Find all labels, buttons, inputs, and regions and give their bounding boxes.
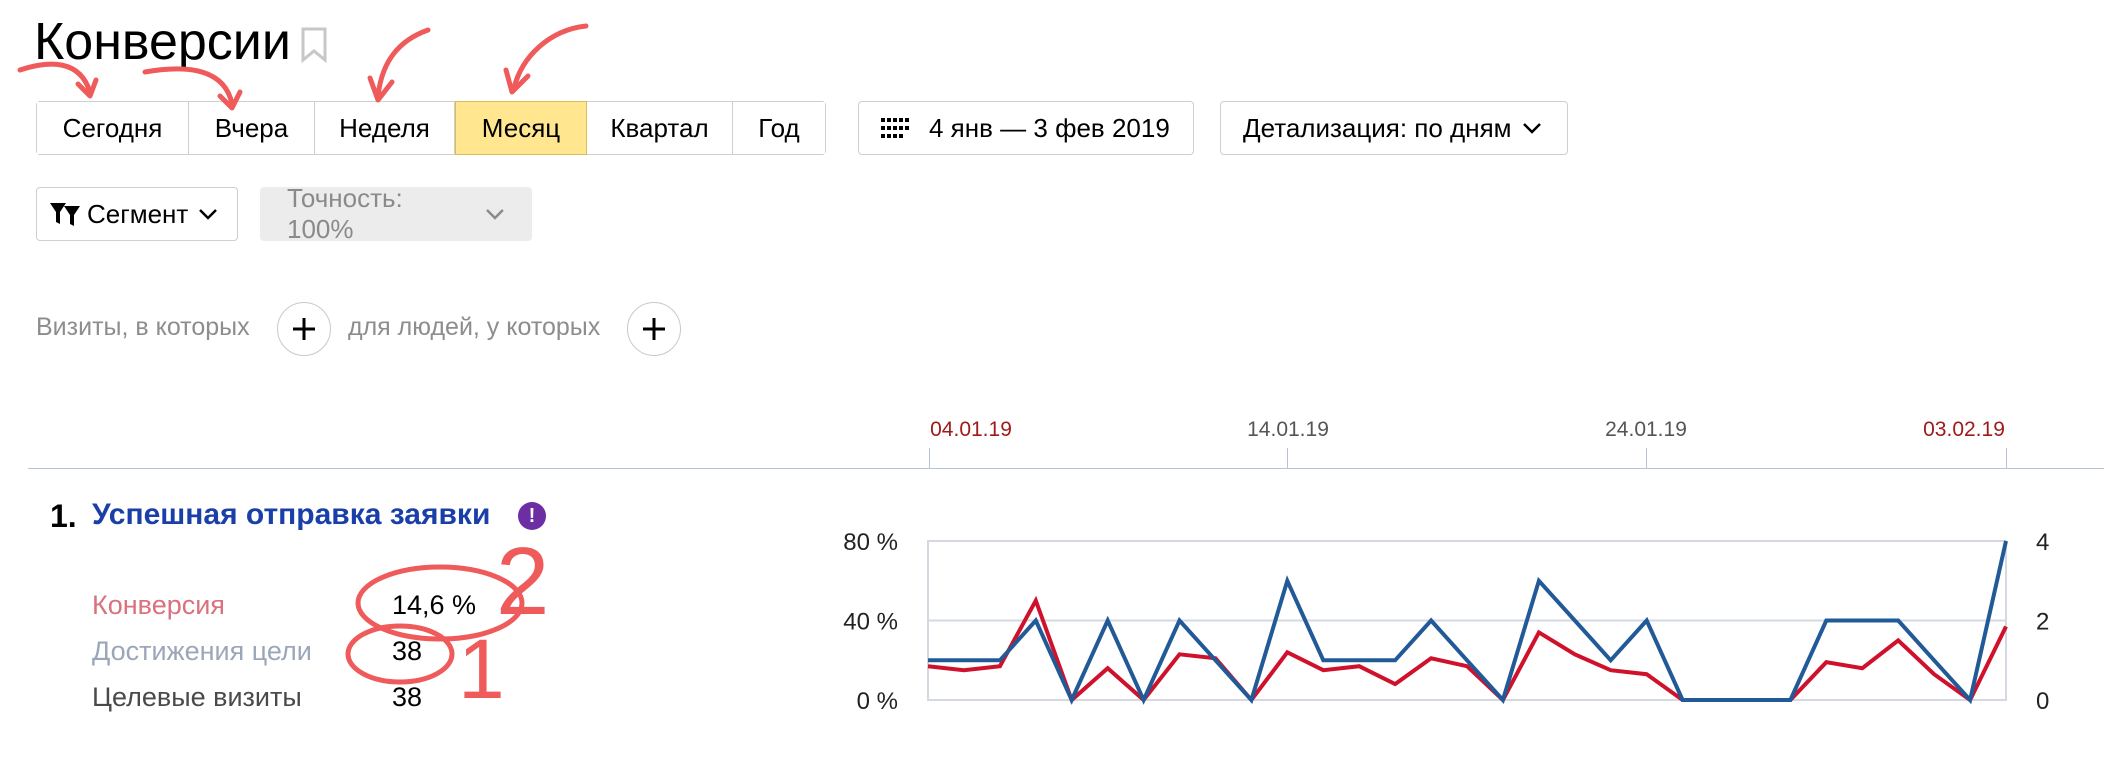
plus-icon: [643, 318, 665, 340]
timeline-tick: [2006, 448, 2007, 468]
chart-y-right-tick-label: 0: [2036, 688, 2049, 715]
bookmark-icon[interactable]: [300, 27, 328, 63]
chart-series-line-0: [927, 595, 2008, 704]
date-range-label: 4 янв — 3 фев 2019: [929, 112, 1170, 143]
detail-label: Детализация: по дням: [1243, 112, 1512, 143]
metric-conversion-label: Конверсия: [92, 590, 225, 620]
people-condition-label: для людей, у которых: [348, 313, 601, 341]
segment-label: Сегмент: [87, 198, 189, 229]
period-selector: Сегодня Вчера Неделя Месяц Квартал Год: [36, 101, 826, 155]
plus-icon: [293, 318, 315, 340]
segment-dropdown[interactable]: Сегмент: [36, 187, 238, 241]
period-yesterday-button[interactable]: Вчера: [189, 102, 315, 154]
period-week-button[interactable]: Неделя: [315, 102, 455, 154]
metric-target-visits-label: Целевые визиты: [92, 682, 302, 712]
detail-dropdown[interactable]: Детализация: по дням: [1220, 101, 1568, 155]
period-quarter-button[interactable]: Квартал: [587, 102, 733, 154]
add-people-condition-button[interactable]: [627, 302, 681, 356]
page-title: Конверсии: [34, 13, 291, 71]
timeline-tick: [1646, 448, 1647, 468]
chart-y-left-tick-label: 40 %: [843, 609, 898, 636]
timeline-date: 14.01.19: [1247, 418, 1329, 441]
date-range-button[interactable]: 4 янв — 3 фев 2019: [858, 101, 1194, 155]
goal-title-link[interactable]: Успешная отправка заявки: [92, 498, 491, 531]
chart-y-right-tick-label: 2: [2036, 609, 2049, 636]
timeline-date: 24.01.19: [1605, 418, 1687, 441]
chevron-down-icon: [1522, 123, 1541, 134]
accuracy-label: Точность: 100%: [287, 183, 403, 244]
filter-icon: [50, 203, 80, 226]
timeline-tick: [929, 448, 930, 468]
period-year-button[interactable]: Год: [733, 102, 825, 154]
chart-y-left-tick-label: 80 %: [843, 529, 898, 556]
timeline-tick: [1287, 448, 1288, 468]
timeline-date: 04.01.19: [930, 418, 1012, 441]
goal-number: 1.: [50, 498, 77, 534]
metric-target-visits-value: 38: [392, 682, 423, 712]
chevron-down-icon: [486, 209, 504, 220]
visits-condition-label: Визиты, в которых: [36, 313, 250, 341]
goal-warning-icon[interactable]: !: [518, 502, 546, 530]
chart-y-left-tick-label: 0 %: [857, 688, 898, 715]
period-month-button[interactable]: Месяц: [455, 101, 587, 155]
calendar-grid-icon: [881, 118, 909, 138]
chevron-down-icon: [199, 209, 218, 220]
accuracy-dropdown[interactable]: Точность: 100%: [260, 183, 532, 244]
period-today-button[interactable]: Сегодня: [37, 102, 189, 154]
timeline-date: 03.02.19: [1923, 418, 2005, 441]
metric-achievements-label: Достижения цели: [92, 636, 312, 666]
chart-series-line-1: [928, 540, 2008, 705]
chart-y-right-tick-label: 4: [2036, 529, 2049, 556]
add-visit-condition-button[interactable]: [277, 302, 331, 356]
timeline-axis: [28, 468, 2104, 469]
